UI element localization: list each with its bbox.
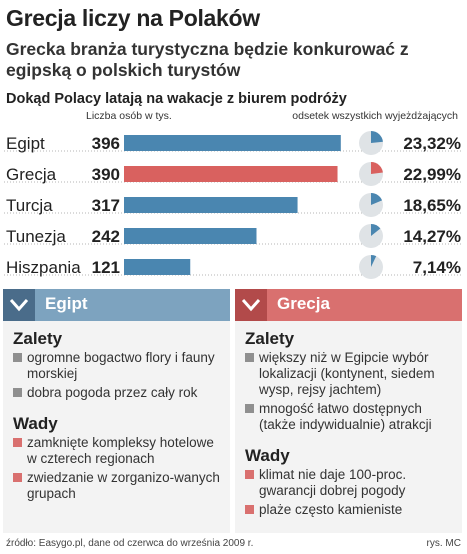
percent-label: 22,99% — [403, 165, 461, 184]
category-label: Egipt — [6, 134, 45, 153]
percent-label: 23,32% — [403, 134, 461, 153]
credit-note: rys. MC — [426, 538, 461, 549]
page-subtitle: Grecka branża turystyczna będzie konkuro… — [6, 39, 409, 80]
panel-title: Egipt — [45, 294, 88, 313]
bullet-square-icon — [13, 473, 22, 482]
list-item: zamknięte kompleksy hotelowe w czterech … — [3, 435, 230, 467]
bullet-square-icon — [13, 353, 22, 362]
bar-tunezja — [124, 228, 257, 244]
value-label: 317 — [92, 196, 120, 215]
category-label: Tunezja — [6, 227, 66, 246]
list-item: plaże często kamieniste — [235, 502, 462, 518]
bullet-square-icon — [13, 438, 22, 447]
category-label: Hiszpania — [6, 258, 81, 277]
pie-slice — [371, 131, 383, 143]
percent-label: 7,14% — [413, 258, 461, 277]
pros-title: Zalety — [245, 329, 295, 348]
bar-chart: Egipt 396 23,32% Grecja 390 22,99% Turcja 317 18… — [4, 131, 463, 279]
pie-slice — [371, 224, 381, 236]
list-item: ogromne bogactwo flory i fauny morskiej — [3, 350, 230, 382]
panel-header: Egipt — [3, 289, 230, 321]
panel-title: Grecja — [277, 294, 330, 313]
value-label: 390 — [92, 165, 120, 184]
list-item: mnogość łatwo dostępnych (także indywidu… — [235, 401, 462, 433]
bullet-square-icon — [245, 404, 254, 413]
list-item: dobra pogoda przez cały rok — [3, 385, 230, 401]
list-item: większy niż w Egipcie wybór lokalizacji … — [235, 350, 462, 398]
value-label: 242 — [92, 227, 120, 246]
panel-header: Grecja — [235, 289, 462, 321]
bullet-square-icon — [245, 505, 254, 514]
pie-slice — [371, 162, 383, 174]
cons-title: Wady — [245, 446, 290, 465]
cons-title: Wady — [13, 414, 58, 433]
percent-column-header: odsetek wszystkich wyjeżdżających — [292, 110, 458, 122]
value-label: 121 — [92, 258, 120, 277]
pros-title: Zalety — [13, 329, 63, 348]
page-title: Grecja liczy na Polaków — [6, 5, 260, 31]
bullet-square-icon — [245, 470, 254, 479]
bar-grecja — [124, 166, 338, 182]
bullet-square-icon — [13, 388, 22, 397]
category-label: Turcja — [6, 196, 53, 215]
pie-slice — [371, 255, 377, 267]
list-item: klimat nie daje 100-proc. gwarancji dobr… — [235, 467, 462, 499]
percent-label: 14,27% — [403, 227, 461, 246]
source-note: źródło: Easygo.pl, dane od czerwca do wr… — [6, 538, 254, 549]
chevron-down-icon — [3, 289, 35, 321]
panel-egipt: Egipt Zalety ogromne bogactwo flory i fa… — [3, 289, 230, 533]
bar-egipt — [124, 135, 341, 151]
pie-slice — [371, 193, 383, 205]
bar-hiszpania — [124, 259, 191, 275]
bullet-square-icon — [245, 353, 254, 362]
panel-grecja: Grecja Zalety większy niż w Egipcie wybó… — [235, 289, 462, 533]
chart-title: Dokąd Polacy latają na wakacje z biurem … — [6, 91, 347, 107]
category-label: Grecja — [6, 165, 57, 184]
percent-label: 18,65% — [403, 196, 461, 215]
value-column-header: Liczba osób w tys. — [86, 110, 172, 122]
list-item: zwiedzanie w zorganizo-wanych grupach — [3, 470, 230, 502]
bar-turcja — [124, 197, 298, 213]
chevron-down-icon — [235, 289, 267, 321]
value-label: 396 — [92, 134, 120, 153]
